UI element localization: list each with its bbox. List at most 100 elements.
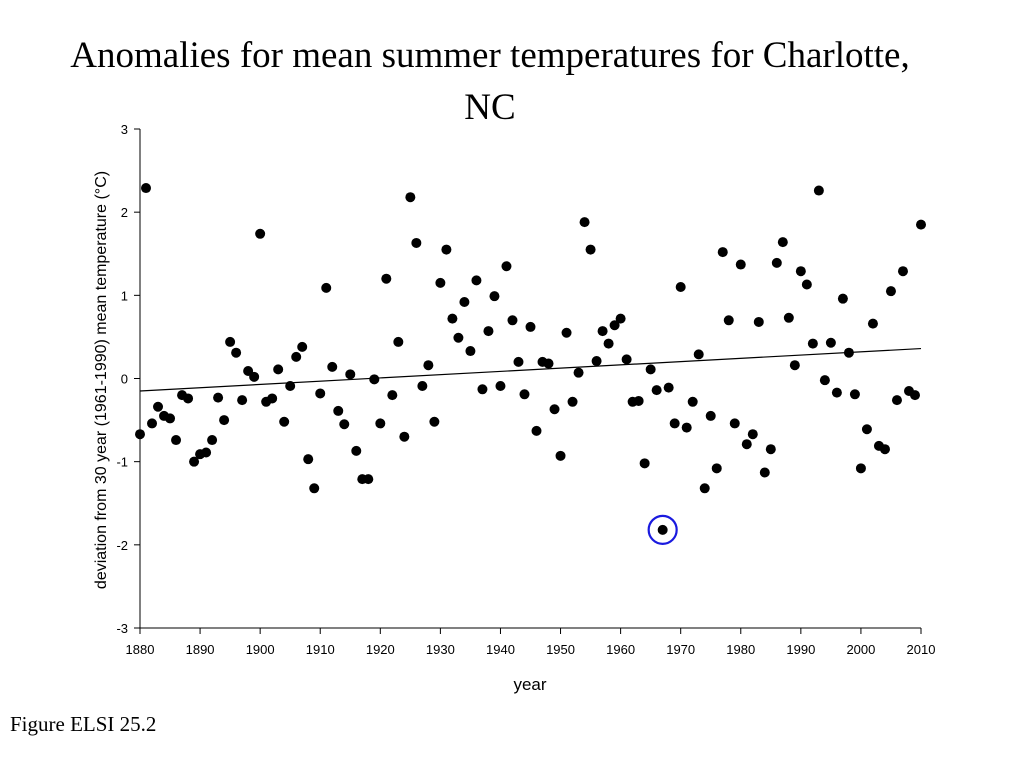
- data-point: [471, 275, 482, 286]
- data-point: [651, 385, 662, 396]
- data-point: [489, 291, 500, 302]
- data-point: [375, 418, 386, 429]
- data-point: [675, 282, 686, 293]
- data-point: [717, 247, 728, 258]
- data-point: [327, 361, 338, 372]
- data-point: [135, 429, 145, 440]
- data-point: [351, 445, 362, 456]
- data-point: [441, 244, 452, 255]
- data-point: [495, 380, 506, 391]
- x-tick-label: 1930: [426, 642, 455, 657]
- data-point: [855, 463, 866, 474]
- data-point: [171, 435, 182, 446]
- data-point: [501, 261, 512, 272]
- data-point: [303, 454, 314, 465]
- data-point: [819, 375, 830, 386]
- y-tick-label: 0: [121, 372, 128, 387]
- chart-axes: 1880 1890 1900 1910 1920 1930 1940 1950 1960 1970…: [116, 122, 935, 657]
- y-tick-label: 2: [121, 205, 128, 220]
- data-point: [759, 467, 770, 478]
- data-point: [765, 444, 776, 455]
- data-point: [165, 413, 176, 424]
- data-point: [699, 483, 710, 494]
- data-point: [483, 326, 494, 337]
- data-point: [771, 257, 782, 268]
- data-point: [363, 474, 374, 485]
- data-point: [885, 286, 896, 297]
- data-point: [339, 419, 350, 430]
- y-tick-label: 3: [121, 122, 128, 137]
- data-point: [849, 389, 860, 400]
- data-point: [567, 396, 578, 407]
- data-point: [141, 183, 152, 194]
- data-point: [621, 354, 632, 365]
- trendline-layer: [139, 347, 922, 392]
- data-points: [135, 183, 926, 535]
- data-point: [837, 293, 848, 304]
- data-point: [291, 351, 302, 362]
- data-point: [507, 315, 518, 326]
- data-point: [711, 463, 722, 474]
- data-point: [423, 360, 434, 371]
- data-point: [429, 416, 440, 427]
- data-point: [777, 237, 788, 248]
- trend-line: [139, 347, 922, 392]
- data-point: [741, 439, 752, 450]
- data-point: [393, 336, 404, 347]
- data-point: [795, 266, 806, 277]
- y-tick-label: -3: [116, 621, 128, 636]
- data-point: [225, 336, 236, 347]
- x-tick-label: 1890: [186, 642, 215, 657]
- data-point: [831, 387, 842, 398]
- x-tick-label: 1980: [726, 642, 755, 657]
- data-point: [321, 282, 332, 293]
- data-point: [633, 395, 644, 406]
- data-point: [747, 429, 758, 440]
- scatter-chart: 1880 1890 1900 1910 1920 1930 1940 1950 1960 1970…: [93, 122, 935, 694]
- x-tick-label: 1920: [366, 642, 395, 657]
- data-point: [249, 371, 260, 382]
- x-axis-label: year: [513, 675, 546, 694]
- data-point: [783, 312, 794, 323]
- data-point: [453, 332, 464, 343]
- data-point: [405, 192, 416, 203]
- data-point: [279, 416, 290, 427]
- data-point: [387, 390, 398, 401]
- data-point: [825, 337, 836, 348]
- data-point: [147, 418, 158, 429]
- x-tick-label: 2010: [907, 642, 936, 657]
- data-point: [369, 374, 380, 385]
- x-tick-label: 2000: [846, 642, 875, 657]
- data-point: [789, 360, 800, 371]
- data-point: [273, 364, 284, 375]
- data-point: [591, 356, 602, 367]
- data-point: [579, 217, 590, 228]
- data-point: [231, 347, 242, 358]
- data-point: [681, 422, 692, 433]
- data-point: [663, 382, 674, 393]
- data-point: [417, 380, 428, 391]
- data-point: [297, 341, 308, 352]
- data-point: [807, 338, 818, 349]
- data-point: [729, 418, 740, 429]
- y-tick-label: -1: [116, 455, 128, 470]
- highlight-layer: [647, 514, 678, 545]
- data-point: [255, 228, 266, 239]
- data-point: [753, 316, 764, 327]
- data-point: [183, 393, 194, 404]
- data-point: [267, 393, 278, 404]
- x-tick-label: 1880: [126, 642, 155, 657]
- data-point: [459, 296, 470, 307]
- y-tick-label: -2: [116, 538, 128, 553]
- data-point: [219, 415, 230, 426]
- data-point: [315, 388, 326, 399]
- data-point: [285, 380, 296, 391]
- data-point: [603, 338, 614, 349]
- data-point: [201, 447, 212, 458]
- data-point: [519, 389, 530, 400]
- data-point: [669, 418, 680, 429]
- data-point: [399, 431, 410, 442]
- x-tick-label: 1950: [546, 642, 575, 657]
- data-point: [345, 369, 356, 380]
- data-point: [555, 450, 566, 461]
